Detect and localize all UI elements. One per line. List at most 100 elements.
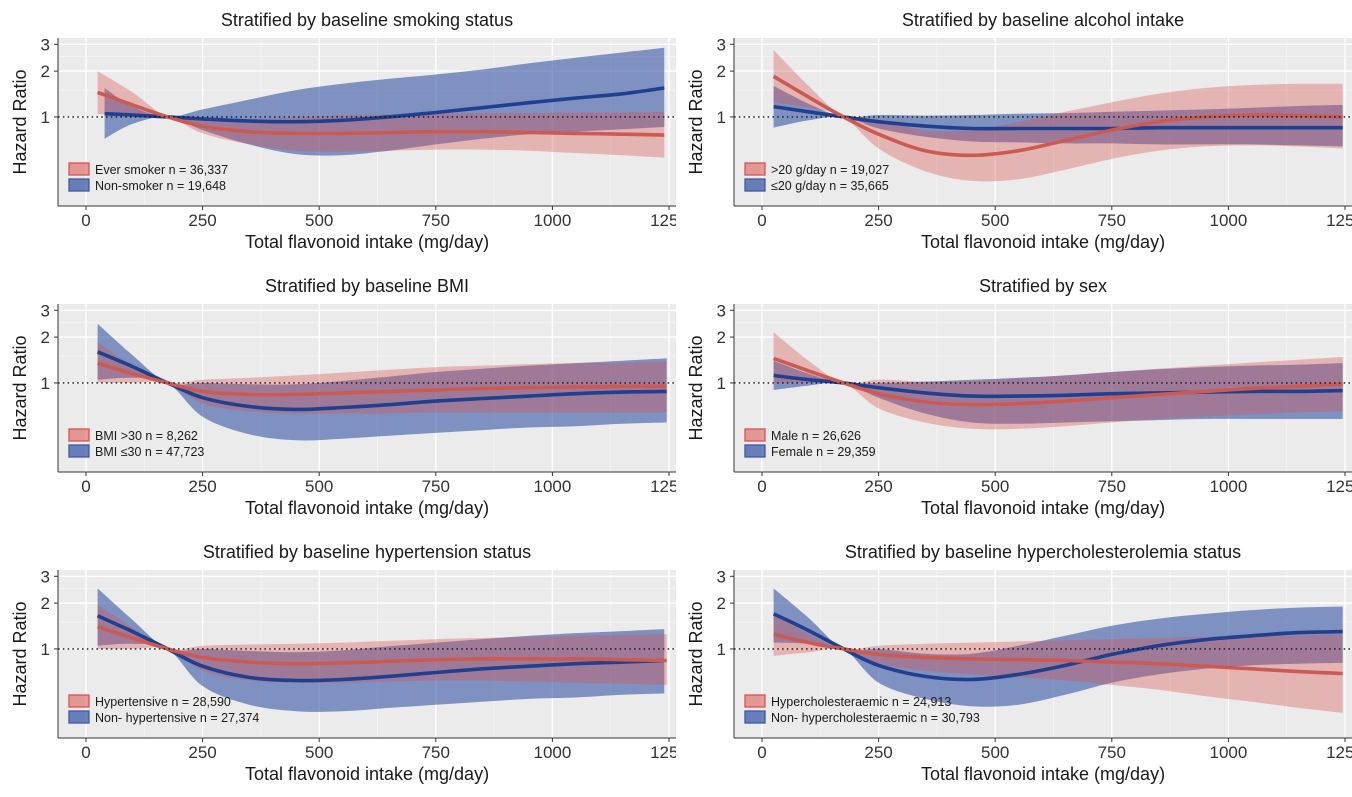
x-axis-label: Total flavonoid intake (mg/day) — [245, 498, 489, 518]
panel-title: Stratified by sex — [979, 276, 1107, 296]
x-tick-label: 250 — [188, 211, 216, 230]
x-tick-label: 1000 — [1209, 477, 1247, 496]
y-axis-label: Hazard Ratio — [686, 69, 706, 174]
legend-swatch — [68, 444, 90, 458]
legend-label: Non- hypercholesteraemic n = 30,793 — [771, 711, 980, 725]
x-tick-label: 1250 — [1326, 477, 1352, 496]
panel-bmi: 0 250 500 750 1000 1250 1 2 3 Stratified by basel… — [0, 266, 676, 531]
panel-title: Stratified by baseline hypercholesterole… — [845, 542, 1241, 562]
legend-label: Hypercholesteraemic n = 24,913 — [771, 695, 951, 709]
chart-svg: 0 250 500 750 1000 1250 1 2 3 Stratified by basel… — [10, 10, 676, 252]
x-tick-label: 0 — [81, 211, 90, 230]
x-tick-label: 750 — [1098, 211, 1126, 230]
y-axis-label: Hazard Ratio — [686, 601, 706, 706]
panel-smoking: 0 250 500 750 1000 1250 1 2 3 Stratified by basel… — [0, 0, 676, 265]
chart-svg: 0 250 500 750 1000 1250 1 2 3 Stratified by basel… — [686, 10, 1352, 252]
x-tick-label: 750 — [422, 211, 450, 230]
legend-swatch — [68, 710, 90, 724]
legend-label: Non-smoker n = 19,648 — [95, 179, 226, 193]
ci-band-group1 — [97, 71, 665, 158]
y-tick-label: 3 — [41, 301, 50, 320]
x-tick-label: 1000 — [533, 743, 571, 762]
x-tick-label: 1000 — [533, 211, 571, 230]
x-tick-label: 0 — [757, 477, 766, 496]
x-axis-label: Total flavonoid intake (mg/day) — [245, 232, 489, 252]
legend-swatch — [744, 710, 766, 724]
panel-sex: 0 250 500 750 1000 1250 1 2 3 Stratified by sex To… — [676, 266, 1352, 531]
y-axis-label: Hazard Ratio — [10, 335, 30, 440]
x-tick-label: 250 — [864, 743, 892, 762]
data-layer — [96, 323, 667, 441]
x-tick-label: 500 — [981, 477, 1009, 496]
legend-swatch — [744, 162, 766, 176]
x-tick-label: 500 — [305, 743, 333, 762]
legend-label: BMI >30 n = 8,262 — [95, 429, 198, 443]
x-tick-label: 750 — [422, 743, 450, 762]
x-tick-label: 1250 — [650, 743, 676, 762]
series-line-group1 — [96, 90, 665, 137]
x-tick-label: 1000 — [1209, 211, 1247, 230]
legend-label: Female n = 29,359 — [771, 445, 876, 459]
y-tick-label: 3 — [41, 35, 50, 54]
legend-swatch — [68, 428, 90, 442]
y-tick-label: 1 — [717, 108, 726, 127]
x-axis-label: Total flavonoid intake (mg/day) — [921, 232, 1165, 252]
ci-band-group2 — [773, 85, 1343, 147]
legend-swatch — [744, 178, 766, 192]
panel-alcohol: 0 250 500 750 1000 1250 1 2 3 Stratified by basel… — [676, 0, 1352, 265]
legend-label: ≤20 g/day n = 35,665 — [771, 179, 889, 193]
panel-title: Stratified by baseline alcohol intake — [902, 10, 1184, 30]
chart-svg: 0 250 500 750 1000 1250 1 2 3 Stratified by basel… — [686, 542, 1352, 784]
series-line-group1 — [97, 624, 667, 666]
legend-swatch — [744, 694, 766, 708]
y-tick-label: 3 — [717, 35, 726, 54]
x-tick-label: 500 — [981, 211, 1009, 230]
panel-title: Stratified by baseline BMI — [265, 276, 469, 296]
x-tick-label: 250 — [864, 477, 892, 496]
y-tick-label: 2 — [41, 594, 50, 613]
y-tick-label: 3 — [717, 567, 726, 586]
x-tick-label: 1250 — [1326, 211, 1352, 230]
x-tick-label: 500 — [305, 477, 333, 496]
legend-label: >20 g/day n = 19,027 — [771, 163, 889, 177]
ci-band-group2 — [97, 323, 667, 441]
legend-swatch — [68, 694, 90, 708]
y-tick-label: 2 — [717, 328, 726, 347]
x-tick-label: 500 — [305, 211, 333, 230]
y-tick-label: 2 — [41, 62, 50, 81]
legend-swatch — [68, 178, 90, 192]
y-axis-label: Hazard Ratio — [10, 601, 30, 706]
x-tick-label: 250 — [188, 743, 216, 762]
ci-band-group2 — [97, 588, 665, 712]
panel-hypercholesterolemia: 0 250 500 750 1000 1250 1 2 3 Stratified by basel… — [676, 532, 1352, 797]
x-tick-label: 250 — [188, 477, 216, 496]
x-tick-label: 1250 — [650, 211, 676, 230]
x-tick-label: 1250 — [650, 477, 676, 496]
ci-band-group2 — [104, 47, 665, 156]
legend-swatch — [744, 428, 766, 442]
legend-swatch — [68, 162, 90, 176]
ci-band-group2 — [773, 360, 1343, 424]
legend-label: Hypertensive n = 28,590 — [95, 695, 231, 709]
series-line-group1 — [97, 361, 667, 397]
y-axis-label: Hazard Ratio — [10, 69, 30, 174]
legend-label: Male n = 26,626 — [771, 429, 861, 443]
panel-title: Stratified by baseline hypertension stat… — [203, 542, 531, 562]
panel-title: Stratified by baseline smoking status — [221, 10, 513, 30]
chart-svg: 0 250 500 750 1000 1250 1 2 3 Stratified by basel… — [10, 276, 676, 518]
y-tick-label: 3 — [717, 301, 726, 320]
x-tick-label: 1250 — [1326, 743, 1352, 762]
y-tick-label: 1 — [41, 640, 50, 659]
chart-svg: 0 250 500 750 1000 1250 1 2 3 Stratified by basel… — [10, 542, 676, 784]
ci-band-group2 — [773, 588, 1343, 707]
series-line-group1 — [772, 356, 1343, 407]
series-line-group1 — [773, 632, 1343, 676]
legend-label: BMI ≤30 n = 47,723 — [95, 445, 204, 459]
data-layer — [96, 47, 665, 158]
y-axis-label: Hazard Ratio — [686, 335, 706, 440]
x-tick-label: 1000 — [533, 477, 571, 496]
x-tick-label: 750 — [1098, 743, 1126, 762]
x-tick-label: 750 — [422, 477, 450, 496]
data-layer — [96, 588, 667, 712]
chart-svg: 0 250 500 750 1000 1250 1 2 3 Stratified by sex To… — [686, 276, 1352, 518]
